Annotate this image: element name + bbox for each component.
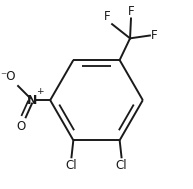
Text: F: F (151, 29, 158, 42)
Text: F: F (104, 10, 111, 23)
Text: O: O (16, 120, 25, 133)
Text: Cl: Cl (116, 159, 127, 172)
Text: N: N (27, 94, 37, 107)
Text: +: + (36, 87, 44, 96)
Text: Cl: Cl (66, 159, 77, 172)
Text: ⁻O: ⁻O (0, 70, 15, 83)
Text: F: F (128, 5, 134, 18)
